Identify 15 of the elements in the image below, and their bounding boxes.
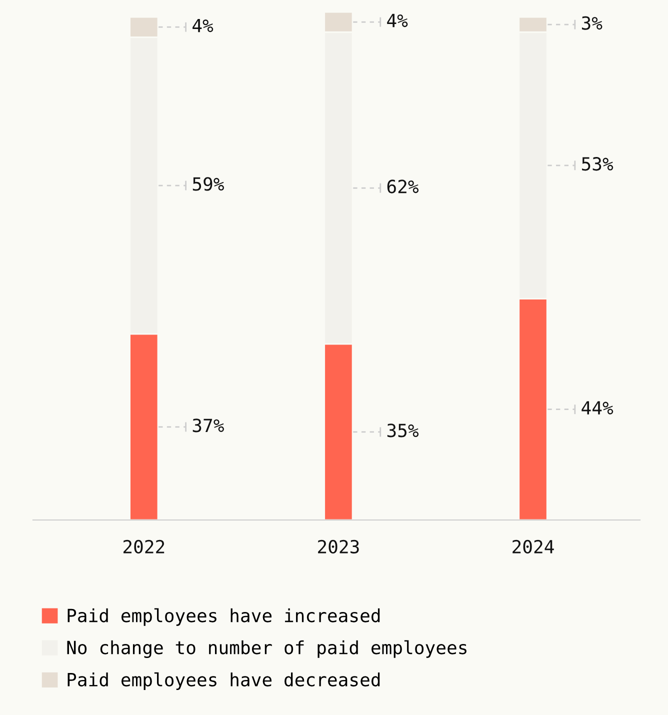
- data-label: 53%: [582, 157, 614, 171]
- legend-label: Paid employees have decreased: [68, 672, 380, 690]
- data-label: 44%: [582, 401, 614, 414]
- x-tick-label: 2022: [123, 540, 164, 554]
- data-label: 62%: [387, 180, 419, 194]
- data-label: 59%: [192, 177, 224, 191]
- legend-label: Paid employees have increased: [68, 608, 380, 626]
- data-label: 4%: [192, 18, 214, 32]
- x-tick-label: 2023: [318, 540, 359, 554]
- legend-label: No change to number of paid employees: [67, 640, 466, 658]
- data-label: 3%: [582, 16, 602, 30]
- x-tick-label: 2024: [512, 540, 554, 554]
- data-label: 4%: [387, 14, 408, 28]
- data-label: 37%: [192, 418, 224, 432]
- data-label: 35%: [387, 424, 419, 438]
